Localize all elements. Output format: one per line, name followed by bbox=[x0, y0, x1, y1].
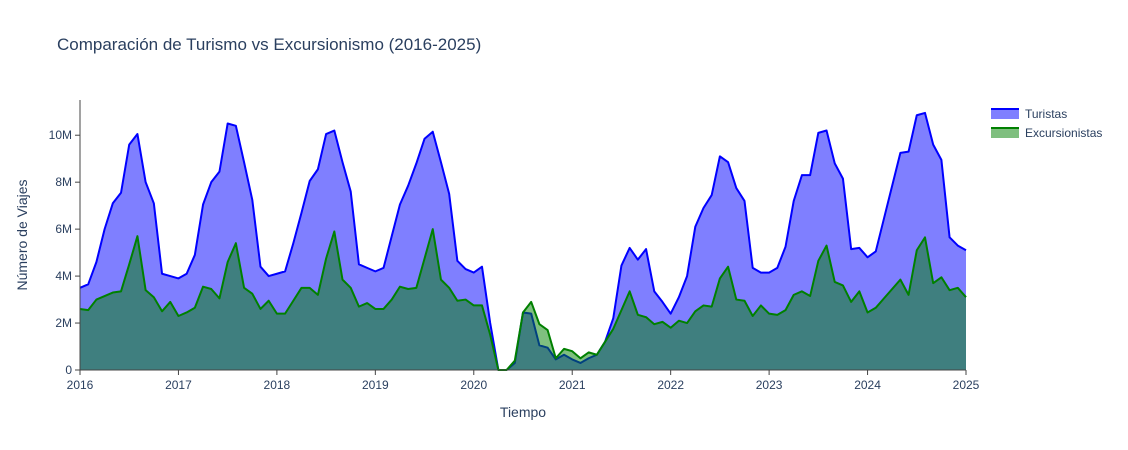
x-tick-label: 2017 bbox=[165, 378, 192, 392]
y-tick-label: 4M bbox=[55, 269, 72, 283]
series-line-1[interactable] bbox=[79, 228, 967, 371]
y-tick-label: 2M bbox=[55, 316, 72, 330]
x-tick-label: 2018 bbox=[264, 378, 291, 392]
series-area-1 bbox=[80, 229, 966, 370]
x-tick-label: 2025 bbox=[953, 378, 980, 392]
chart-title: Comparación de Turismo vs Excursionismo … bbox=[57, 35, 481, 54]
legend-label: Turistas bbox=[1025, 107, 1067, 121]
x-axis-title: Tiempo bbox=[500, 404, 546, 420]
legend-label: Excursionistas bbox=[1025, 126, 1102, 140]
x-tick-label: 2024 bbox=[854, 378, 881, 392]
plot-area bbox=[79, 111, 967, 371]
y-tick-label: 8M bbox=[55, 175, 72, 189]
y-axis: 0 2M 4M 6M 8M 10M bbox=[49, 100, 81, 377]
x-tick-label: 2021 bbox=[559, 378, 586, 392]
legend-item-0[interactable]: Turistas bbox=[991, 107, 1067, 121]
y-tick-label: 6M bbox=[55, 222, 72, 236]
legend-item-1[interactable]: Excursionistas bbox=[991, 126, 1102, 140]
y-axis-title: Número de Viajes bbox=[14, 179, 30, 290]
x-tick-label: 2023 bbox=[756, 378, 783, 392]
x-tick-label: 2019 bbox=[362, 378, 389, 392]
x-tick-label: 2022 bbox=[657, 378, 684, 392]
legend[interactable]: Turistas Excursionistas bbox=[991, 107, 1102, 140]
x-tick-label: 2016 bbox=[67, 378, 94, 392]
y-tick-label: 10M bbox=[49, 128, 72, 142]
x-tick-label: 2020 bbox=[460, 378, 487, 392]
legend-swatch bbox=[991, 109, 1019, 119]
x-axis: 2016 2017 2018 2019 2020 2021 2022 2023 2024 2025 bbox=[67, 369, 980, 392]
y-tick-label: 0 bbox=[65, 363, 72, 377]
legend-swatch bbox=[991, 128, 1019, 138]
